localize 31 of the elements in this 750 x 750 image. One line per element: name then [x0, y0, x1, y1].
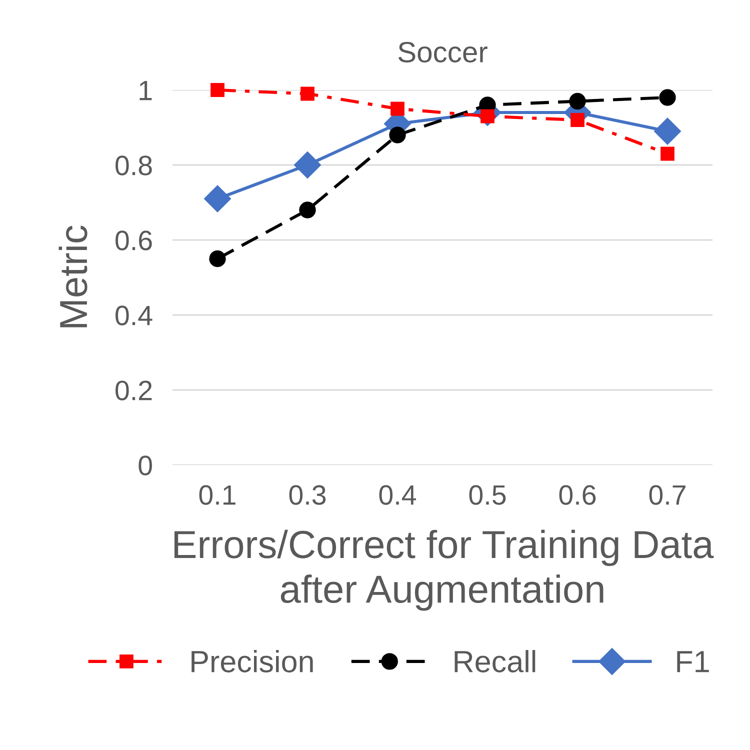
y-tick-label: 0.8 [116, 156, 152, 176]
legend-label: Recall [454, 650, 536, 672]
y-tick-label: 0.2 [116, 380, 152, 400]
point [390, 102, 404, 116]
y-tick-label: 1 [140, 80, 152, 100]
point [210, 83, 224, 97]
x-tick-label: 0.4 [379, 485, 416, 505]
point [299, 202, 316, 218]
point [660, 146, 674, 161]
point [300, 86, 314, 101]
x-tick-label: 0.3 [289, 485, 326, 505]
y-tick-label: 0.6 [116, 230, 152, 250]
x-tick-label: 0.6 [559, 485, 596, 505]
legend-label: Precision [192, 650, 313, 672]
point [209, 250, 226, 268]
point [204, 185, 231, 212]
point [569, 92, 586, 110]
x-tick-label: 0.7 [649, 485, 686, 505]
x-tick-label: 0.1 [199, 485, 236, 505]
point [389, 126, 406, 144]
x-tick-label: 0.5 [469, 485, 506, 505]
legend-label: F1 [677, 651, 709, 672]
chart-title: Soccer [398, 42, 488, 63]
point [659, 89, 676, 106]
point [654, 118, 681, 145]
point [570, 113, 584, 127]
y-axis-title: Metric [58, 226, 88, 328]
y-tick-label: 0 [138, 456, 152, 476]
x-axis-title: Errors/Correct for Training Data after Augmentation [174, 530, 714, 611]
point [294, 152, 321, 178]
y-tick-label: 0.4 [116, 306, 152, 326]
